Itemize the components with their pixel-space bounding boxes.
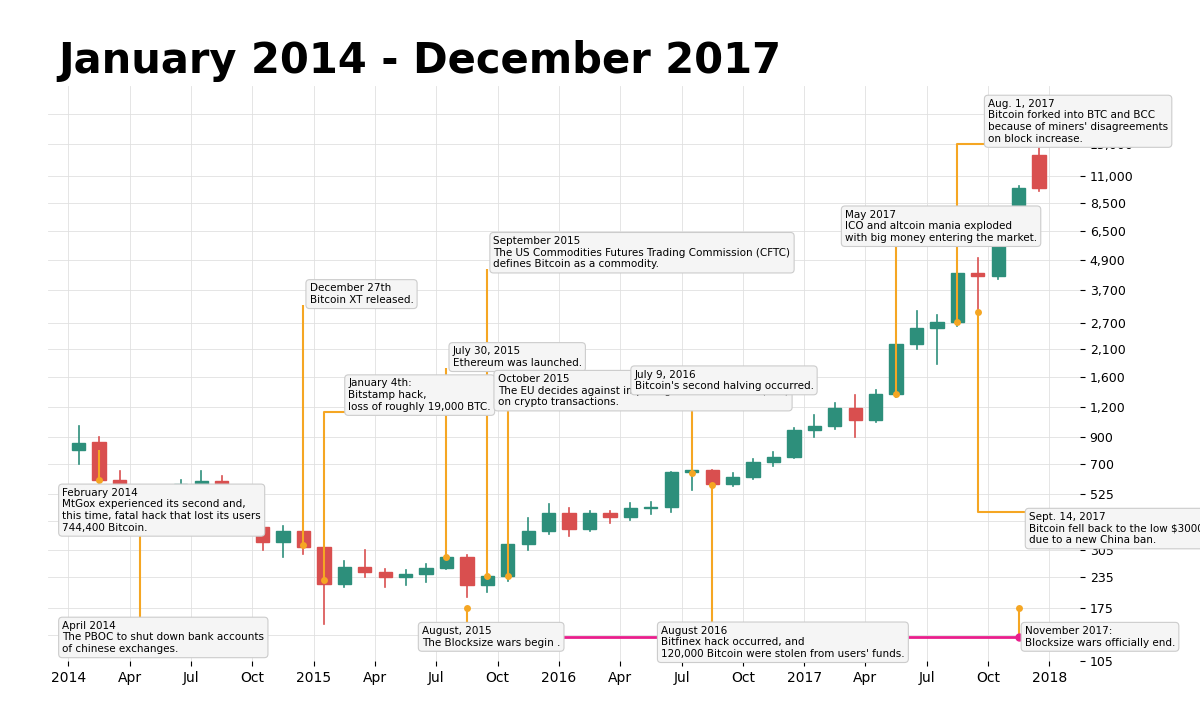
Bar [950, 273, 964, 322]
Bar [828, 408, 841, 426]
Bar [194, 481, 208, 485]
Bar [215, 481, 228, 498]
Bar [276, 531, 289, 542]
Bar [502, 544, 515, 576]
Bar [440, 557, 454, 568]
Text: August, 2015
The Blocksize wars begin .: August, 2015 The Blocksize wars begin . [422, 626, 560, 648]
Bar [133, 503, 146, 510]
Bar [665, 472, 678, 507]
Bar [461, 557, 474, 585]
Bar [398, 574, 413, 577]
Text: November 2017:
Blocksize wars officially end.: November 2017: Blocksize wars officially… [1025, 626, 1175, 648]
Bar [604, 513, 617, 517]
Text: September 2015
The US Commodities Futures Trading Commission (CFTC)
defines Bitc: September 2015 The US Commodities Future… [493, 236, 791, 270]
Bar [154, 500, 167, 510]
Bar [563, 513, 576, 528]
Bar [522, 531, 535, 544]
Bar [726, 477, 739, 484]
Bar [848, 408, 862, 421]
Bar [971, 273, 984, 276]
Bar [991, 239, 1004, 276]
Bar [808, 426, 821, 430]
Bar [296, 531, 310, 547]
Bar [1032, 155, 1045, 188]
Bar [767, 457, 780, 462]
Bar [113, 480, 126, 503]
Text: Sept. 14, 2017
Bitcoin fell back to the low $3000
due to a new China ban.: Sept. 14, 2017 Bitcoin fell back to the … [1028, 512, 1200, 545]
Bar [624, 508, 637, 517]
Text: July 30, 2015
Ethereum was launched.: July 30, 2015 Ethereum was launched. [452, 347, 582, 368]
Bar [256, 527, 269, 542]
Bar [930, 322, 943, 329]
Bar [92, 442, 106, 480]
Text: February 2014
MtGox experienced its second and,
this time, fatal hack that lost : February 2014 MtGox experienced its seco… [62, 487, 262, 533]
Text: May 2017
ICO and altcoin mania exploded
with big money entering the market.: May 2017 ICO and altcoin mania exploded … [845, 210, 1037, 243]
Bar [1012, 188, 1025, 239]
Bar [889, 344, 902, 394]
Text: October 2015
The EU decides against imposing value added tax (VAT)
on crypto tra: October 2015 The EU decides against impo… [498, 374, 788, 407]
Bar [542, 513, 556, 531]
Bar [787, 430, 800, 457]
Text: January 2014 - December 2017: January 2014 - December 2017 [59, 40, 781, 82]
Text: July 9, 2016
Bitcoin's second halving occurred.: July 9, 2016 Bitcoin's second halving oc… [635, 370, 814, 391]
Text: August 2016
Bitfinex hack occurred, and
120,000 Bitcoin were stolen from users' : August 2016 Bitfinex hack occurred, and … [661, 626, 905, 659]
Bar [869, 394, 882, 421]
Bar [583, 513, 596, 528]
Bar [317, 547, 330, 585]
Bar [706, 470, 719, 484]
Bar [378, 572, 392, 577]
Bar [644, 507, 658, 508]
Text: April 2014
The PBOC to shut down bank accounts
of chinese exchanges.: April 2014 The PBOC to shut down bank ac… [62, 620, 264, 654]
Bar [235, 498, 248, 527]
Text: December 27th
Bitcoin XT released.: December 27th Bitcoin XT released. [310, 283, 414, 305]
Bar [358, 567, 371, 572]
Bar [420, 568, 433, 574]
Bar [746, 462, 760, 477]
Text: Aug. 1, 2017
Bitcoin forked into BTC and BCC
because of miners' disagreements
on: Aug. 1, 2017 Bitcoin forked into BTC and… [988, 99, 1168, 144]
Bar [337, 567, 350, 585]
Bar [174, 484, 187, 502]
Bar [481, 576, 494, 585]
Bar [910, 329, 923, 344]
Text: January 4th:
Bitstamp hack,
loss of roughly 19,000 BTC.: January 4th: Bitstamp hack, loss of roug… [348, 378, 491, 412]
Bar [685, 470, 698, 472]
Bar [72, 443, 85, 449]
